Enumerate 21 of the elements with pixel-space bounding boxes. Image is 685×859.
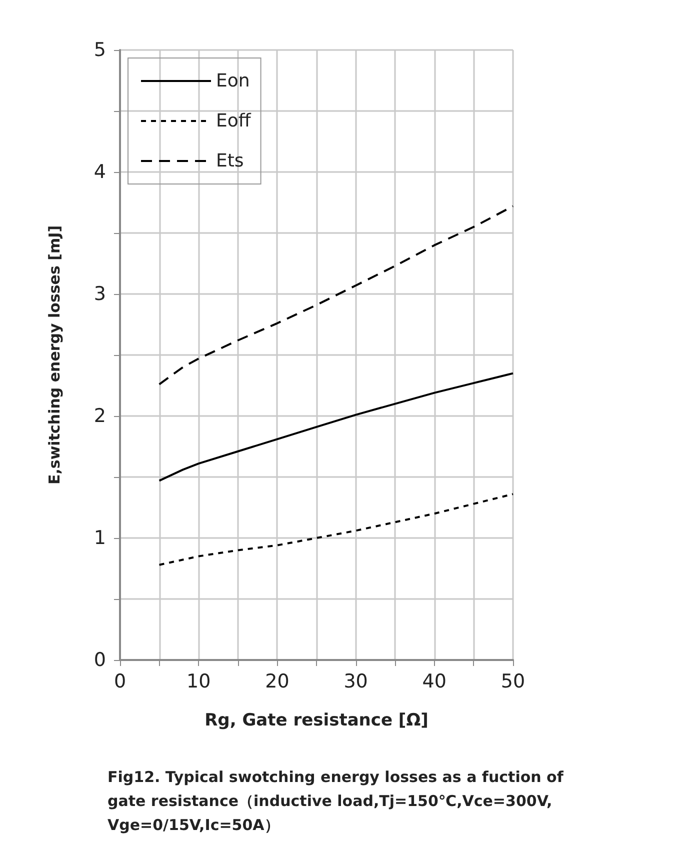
caption: Fig12. Typical swotching energy losses as a fuction of gate resistance（inductive load,Tj=150℃,Vce=300V, Vge=0/15V,Ic=50A）	[108, 768, 569, 834]
legend-label: Eoff	[216, 110, 252, 132]
x-tick-label: 50	[500, 670, 526, 692]
x-tick-label: 20	[265, 670, 290, 692]
legend-label: Eon	[216, 70, 250, 92]
x-tick-label: 10	[186, 670, 211, 692]
x-tick-label: 30	[344, 670, 368, 692]
legend-label: Ets	[216, 150, 244, 172]
y-axis-title: E,switching energy losses [mJ]	[46, 225, 64, 485]
line-series	[158, 205, 514, 386]
y-tick-label: 0	[94, 649, 106, 671]
x-tick-label: 0	[114, 670, 126, 692]
y-tick-label: 1	[94, 527, 106, 549]
y-tick-label: 3	[94, 283, 106, 305]
x-axis-title: Rg, Gate resistance [Ω]	[204, 710, 428, 730]
line-series	[158, 493, 514, 566]
y-tick-label: 4	[94, 161, 106, 183]
y-tick-label: 5	[94, 39, 106, 61]
y-tick-label: 2	[94, 405, 106, 427]
x-tick-label: 40	[422, 670, 446, 692]
line-series	[158, 372, 514, 482]
